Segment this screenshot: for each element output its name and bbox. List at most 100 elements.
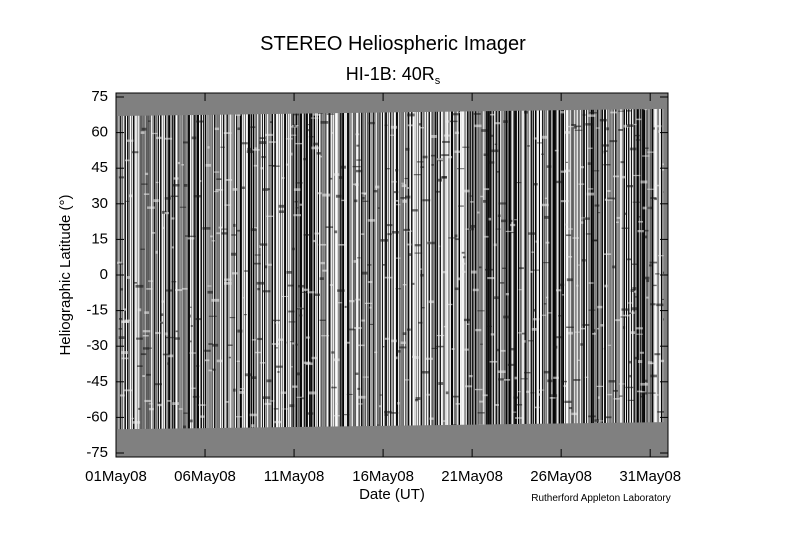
image-speckle xyxy=(262,290,271,293)
image-speckle xyxy=(403,228,410,231)
image-speckle xyxy=(491,149,499,153)
image-speckle xyxy=(300,397,305,400)
image-stripe xyxy=(214,108,215,430)
image-stripe xyxy=(521,108,522,430)
image-speckle xyxy=(640,395,643,398)
image-speckle xyxy=(356,144,360,147)
image-speckle xyxy=(384,124,388,127)
image-speckle xyxy=(588,309,596,311)
image-speckle xyxy=(494,403,499,406)
image-stripe xyxy=(593,108,594,430)
image-stripe xyxy=(161,108,162,430)
image-stripe xyxy=(155,108,156,430)
image-stripe xyxy=(406,108,407,430)
image-stripe xyxy=(279,108,280,430)
x-tick-label: 06May08 xyxy=(174,468,236,485)
image-speckle xyxy=(597,212,601,214)
image-speckle xyxy=(294,201,298,203)
image-stripe xyxy=(239,108,240,430)
image-stripe xyxy=(153,108,154,430)
image-stripe xyxy=(258,108,259,430)
image-stripe xyxy=(602,108,603,430)
image-speckle xyxy=(425,357,433,360)
image-speckle xyxy=(412,282,415,285)
image-stripe xyxy=(251,108,252,430)
image-stripe xyxy=(301,108,302,430)
image-stripe xyxy=(394,108,395,430)
image-speckle xyxy=(260,167,264,170)
image-stripe xyxy=(653,108,654,430)
image-speckle xyxy=(474,388,483,391)
image-speckle xyxy=(266,215,275,217)
image-speckle xyxy=(465,228,472,230)
image-speckle xyxy=(532,269,540,271)
image-speckle xyxy=(232,188,238,191)
image-stripe xyxy=(654,108,655,430)
image-speckle xyxy=(533,308,536,312)
image-stripe xyxy=(190,108,191,430)
image-speckle xyxy=(357,395,366,399)
image-speckle xyxy=(289,152,293,156)
image-speckle xyxy=(183,184,188,187)
image-speckle xyxy=(396,350,401,353)
image-stripe xyxy=(281,108,282,430)
image-stripe xyxy=(303,108,304,430)
image-speckle xyxy=(580,221,584,224)
image-speckle xyxy=(482,199,487,203)
image-stripe xyxy=(417,108,418,430)
image-speckle xyxy=(296,372,302,376)
image-stripe xyxy=(540,108,541,430)
image-stripe xyxy=(216,108,217,430)
image-speckle xyxy=(585,123,593,126)
image-stripe xyxy=(268,108,269,430)
image-stripe xyxy=(346,108,347,430)
image-speckle xyxy=(291,385,298,388)
image-speckle xyxy=(422,155,428,159)
image-speckle xyxy=(144,311,150,314)
image-speckle xyxy=(165,332,168,336)
image-stripe xyxy=(201,108,202,430)
image-speckle xyxy=(368,121,375,125)
image-stripe xyxy=(658,108,659,430)
image-speckle xyxy=(438,382,444,385)
image-stripe xyxy=(514,108,515,430)
image-stripe xyxy=(650,108,651,430)
image-speckle xyxy=(490,113,495,116)
image-stripe xyxy=(307,108,308,430)
image-stripe xyxy=(634,108,635,430)
image-speckle xyxy=(146,373,151,376)
image-speckle xyxy=(521,332,526,335)
image-stripe xyxy=(652,108,653,430)
image-stripe xyxy=(553,108,554,430)
image-speckle xyxy=(658,255,664,257)
image-stripe xyxy=(506,108,507,430)
image-speckle xyxy=(357,257,361,259)
image-speckle xyxy=(178,408,183,410)
image-speckle xyxy=(312,239,316,243)
image-speckle xyxy=(408,253,412,256)
image-speckle xyxy=(488,217,492,221)
image-speckle xyxy=(627,399,635,401)
image-stripe xyxy=(195,108,196,430)
image-speckle xyxy=(462,189,470,193)
image-speckle xyxy=(462,256,466,259)
image-stripe xyxy=(552,108,553,430)
image-stripe xyxy=(516,108,517,430)
image-speckle xyxy=(233,223,236,227)
image-stripe xyxy=(202,108,203,430)
image-speckle xyxy=(441,270,447,274)
image-stripe xyxy=(297,108,298,430)
image-speckle xyxy=(487,325,492,327)
image-stripe xyxy=(389,108,390,430)
image-stripe xyxy=(371,108,372,430)
image-stripe xyxy=(494,108,495,430)
image-stripe xyxy=(269,108,270,430)
image-speckle xyxy=(420,273,424,277)
image-speckle xyxy=(490,333,495,336)
image-speckle xyxy=(379,394,383,396)
image-stripe xyxy=(630,108,631,430)
image-speckle xyxy=(349,300,355,303)
y-tick-label: 45 xyxy=(91,159,108,176)
image-speckle xyxy=(474,124,482,128)
image-speckle xyxy=(331,384,334,386)
